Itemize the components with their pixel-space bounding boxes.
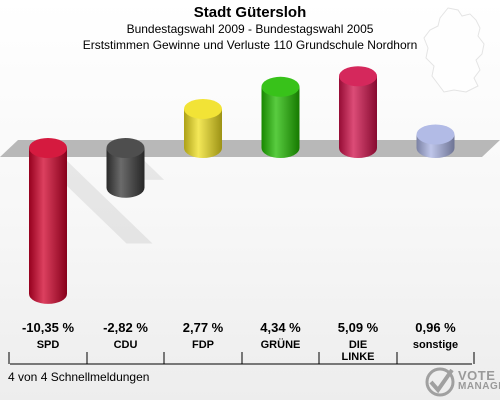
category-label-line: FDP [192,339,214,351]
votemanager-logo-icon [425,367,455,397]
bar-spd [29,138,67,304]
category-label: CDU [86,339,166,351]
bar-chart [0,66,500,304]
value-label: -2,82 % [103,320,148,335]
value-label: 2,77 % [182,320,224,335]
bar-sonstige [416,124,455,158]
chart-title: Stadt Gütersloh [193,4,307,21]
logo-text-vote: VOTE [458,368,496,383]
category-label: DIE LINKE [318,339,398,363]
category-label-line: CDU [113,339,138,351]
chart-subtitle-detail: Erststimmen Gewinne und Verluste 110 Gru… [82,38,418,52]
category-label: GRÜNE [241,339,321,351]
chart-subtitle: Bundestagswahl 2009 - Bundestagswahl 200… [126,22,374,36]
bar-fdp [184,98,222,158]
value-label: 5,09 % [337,320,379,335]
category-label-line: DIE [348,339,368,351]
category-label-line: SPD [36,339,60,351]
bar-grüne [261,76,300,158]
category-label-line: LINKE [341,351,375,363]
category-axis [8,352,475,365]
category-label-line: sonstige [412,339,459,351]
category-label-line: GRÜNE [260,339,301,351]
logo-text-manager: MANAGER [458,381,500,392]
category-label: sonstige [396,339,476,351]
category-label: SPD [8,339,88,351]
bar-cdu [106,138,145,198]
footer-note: 4 von 4 Schnellmeldungen [8,370,150,384]
germany-map-icon [423,7,485,93]
value-label: 4,34 % [260,320,301,335]
bar-die-linke [339,66,377,158]
category-label: FDP [163,339,243,351]
value-label: -10,35 % [21,320,75,335]
value-label: 0,96 % [415,320,456,335]
